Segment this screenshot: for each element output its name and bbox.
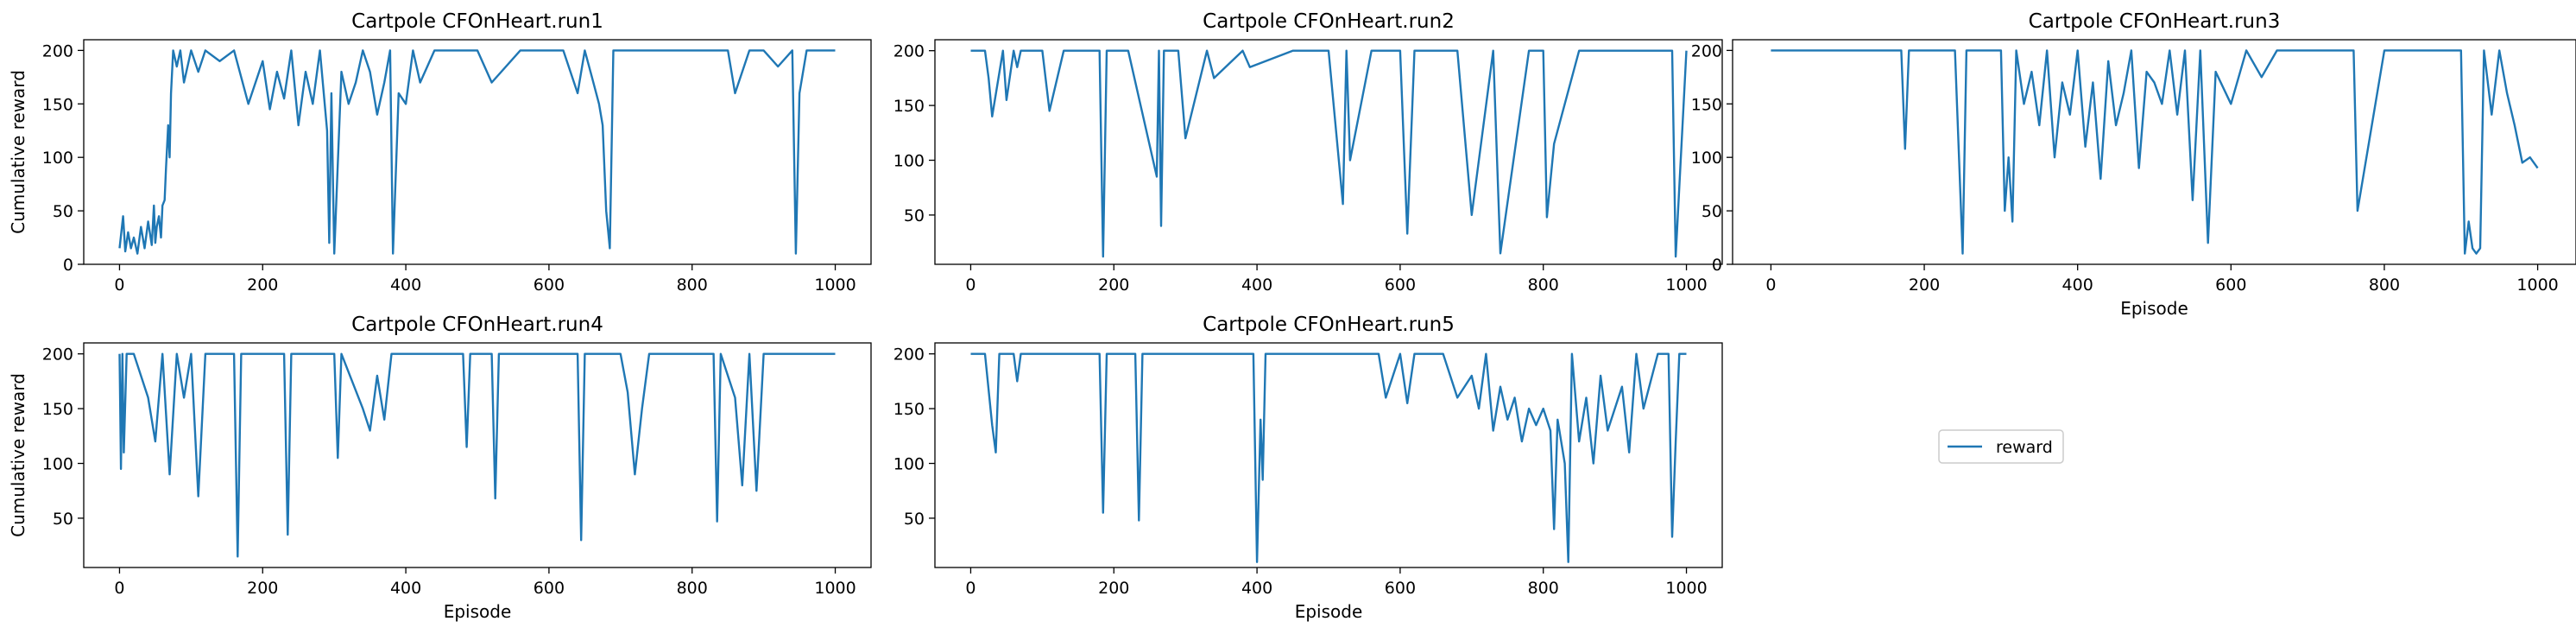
subplot-title: Cartpole CFOnHeart.run5 [1203,314,1455,336]
x-tick-label: 800 [1528,579,1559,598]
subplot-5: 0 200 400 600 800 1000 50 100 150 200 Cartpole CFO… [893,314,1723,622]
x-tick-label: 600 [534,276,565,295]
x-tick-label: 1000 [1665,276,1707,295]
y-tick-label: 150 [42,400,73,419]
x-tick-label: 1000 [814,276,856,295]
y-tick-label: 100 [42,455,73,474]
x-tick-label: 600 [534,579,565,598]
y-tick-label: 50 [904,510,925,529]
x-tick-label: 0 [1765,276,1776,295]
x-tick-label: 0 [965,579,975,598]
y-tick-label: 0 [63,256,73,275]
y-tick-label: 100 [893,455,925,474]
subplot-title: Cartpole CFOnHeart.run4 [351,314,603,336]
y-tick-label: 100 [42,149,73,168]
y-axis-label: Cumulative reward [8,373,28,537]
x-tick-label: 1000 [2516,276,2558,295]
y-tick-label: 200 [42,41,73,60]
x-tick-label: 400 [390,579,421,598]
series-line-reward [1771,49,2539,255]
x-axis-label: Episode [1295,601,1363,622]
x-tick-label: 400 [390,276,421,295]
subplot-4: 0 200 400 600 800 1000 50 100 150 200 Cartpole CFO… [8,314,872,622]
series-line-reward [118,352,836,558]
y-tick-label: 100 [893,152,925,171]
subplot-1: 0 200 400 600 800 1000 0 50 100 150 200 Cartpole CF… [8,10,872,295]
x-tick-label: 200 [1098,276,1129,295]
x-tick-label: 1000 [1665,579,1707,598]
series-line-reward [118,49,836,255]
y-tick-label: 150 [893,400,925,419]
y-tick-label: 150 [893,97,925,116]
y-tick-label: 200 [893,346,925,365]
y-tick-label: 50 [1702,202,1722,221]
x-tick-label: 200 [1098,579,1129,598]
y-tick-label: 200 [893,42,925,61]
axes-frame [83,39,872,265]
legend-box [1938,429,2064,464]
series-line-reward [970,49,1688,258]
subplot-3: 0 200 400 600 800 1000 0 50 100 150 200 Cartpole CF… [1691,10,2576,319]
x-tick-label: 600 [2215,276,2246,295]
axes-frame [83,342,872,568]
legend-label: reward [1996,438,2053,457]
x-tick-label: 400 [2062,276,2093,295]
subplot-title: Cartpole CFOnHeart.run2 [1203,10,1455,33]
x-tick-label: 0 [965,276,975,295]
x-axis-label: Episode [2120,298,2188,319]
subplot-title: Cartpole CFOnHeart.run1 [351,10,603,33]
x-tick-label: 200 [247,276,278,295]
x-tick-label: 800 [1528,276,1559,295]
y-tick-label: 100 [1691,149,1722,168]
x-tick-label: 800 [2369,276,2400,295]
x-tick-label: 200 [1909,276,1940,295]
series-line-reward [970,352,1687,563]
x-tick-label: 800 [677,276,708,295]
y-tick-label: 0 [1712,256,1722,275]
x-tick-label: 0 [114,276,124,295]
axes-frame [1732,39,2576,265]
y-axis-label: Cumulative reward [8,70,28,234]
x-tick-label: 400 [1241,276,1272,295]
y-tick-label: 200 [1691,41,1722,60]
y-tick-label: 150 [1691,95,1722,114]
x-tick-label: 0 [114,579,124,598]
x-tick-label: 400 [1241,579,1272,598]
x-axis-label: Episode [444,601,512,622]
x-tick-label: 1000 [814,579,856,598]
x-tick-label: 600 [1385,276,1416,295]
x-tick-label: 800 [677,579,708,598]
legend: reward [1938,429,2064,464]
y-tick-label: 50 [53,202,73,221]
x-tick-label: 600 [1385,579,1416,598]
axes-frame [934,342,1723,568]
subplot-title: Cartpole CFOnHeart.run3 [2029,10,2281,33]
axes-frame [934,39,1723,265]
y-tick-label: 200 [42,346,73,365]
y-tick-label: 150 [42,95,73,114]
x-tick-label: 200 [247,579,278,598]
y-tick-label: 50 [904,206,925,225]
y-tick-label: 50 [53,510,73,529]
